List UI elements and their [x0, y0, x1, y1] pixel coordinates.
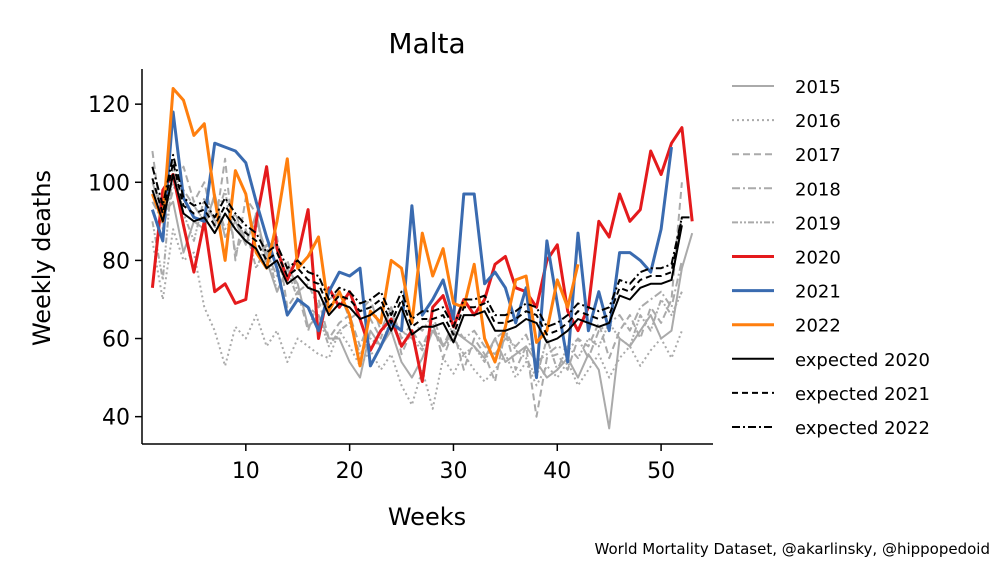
- legend-label-2020: 2020: [795, 248, 841, 269]
- legend-label-2017: 2017: [795, 145, 841, 166]
- x-tick-label: 20: [336, 459, 364, 484]
- y-tick-label: 100: [88, 171, 130, 196]
- series-line-expected-2022: [151, 153, 693, 328]
- series-line-2019: [151, 161, 683, 379]
- legend-label-2018: 2018: [795, 179, 841, 200]
- x-tick-label: 30: [439, 459, 467, 484]
- series-line-2022: [150, 87, 580, 368]
- legend-label-2019: 2019: [795, 213, 841, 234]
- axes: 10 20 30 40 50 40 60 80 100 120: [88, 69, 713, 484]
- plot-area: [150, 87, 694, 430]
- legend-label-2021: 2021: [795, 282, 841, 303]
- series-line-2020: [150, 126, 694, 383]
- series-line-expected-2020: [151, 173, 683, 344]
- y-tick-label: 60: [102, 328, 130, 353]
- x-tick-label: 40: [543, 459, 571, 484]
- series-line-expected-2021: [151, 161, 683, 336]
- legend: 2015 2016 2017 2018 2019 2020 2021 2022 expected…: [732, 77, 930, 439]
- x-axis-label: Weeks: [388, 503, 466, 531]
- credit-text: World Mortality Dataset, @akarlinsky, @h…: [594, 540, 990, 558]
- legend-label-expected-2022: expected 2022: [795, 418, 930, 439]
- y-axis-label: Weekly deaths: [28, 170, 56, 346]
- y-tick-label: 40: [102, 406, 130, 431]
- y-tick-label: 80: [102, 249, 130, 274]
- legend-label-2016: 2016: [795, 111, 841, 132]
- series-line-2017: [151, 150, 683, 418]
- legend-label-2022: 2022: [795, 316, 841, 337]
- x-tick-label: 10: [232, 459, 260, 484]
- chart-title: Malta: [388, 27, 465, 60]
- legend-label-2015: 2015: [795, 77, 841, 98]
- series-line-2021: [150, 110, 673, 380]
- series-line-2016: [151, 228, 683, 410]
- y-tick-label: 120: [88, 93, 130, 118]
- legend-label-expected-2021: expected 2021: [795, 384, 930, 405]
- legend-label-expected-2020: expected 2020: [795, 350, 930, 371]
- x-tick-label: 50: [647, 459, 675, 484]
